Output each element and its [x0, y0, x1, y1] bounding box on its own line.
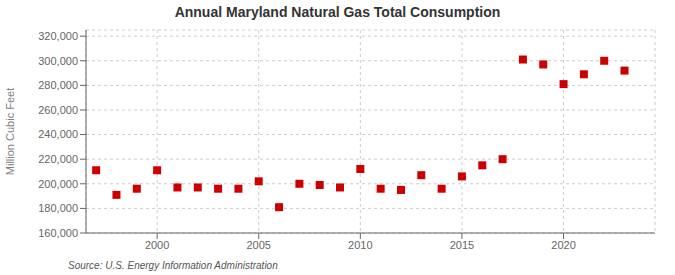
svg-text:200,000: 200,000	[38, 178, 78, 190]
svg-text:300,000: 300,000	[38, 55, 78, 67]
svg-text:2020: 2020	[551, 239, 575, 251]
svg-text:320,000: 320,000	[38, 30, 78, 42]
svg-text:Million Cubic Feet: Million Cubic Feet	[8, 88, 16, 175]
svg-text:240,000: 240,000	[38, 128, 78, 140]
svg-text:2015: 2015	[450, 239, 474, 251]
svg-text:2000: 2000	[145, 239, 169, 251]
svg-text:220,000: 220,000	[38, 153, 78, 165]
svg-text:2010: 2010	[348, 239, 372, 251]
html-text:Source: U.S. Energy Informatio: Source: U.S. Energy Information Administ…	[68, 260, 278, 271]
svg-text:260,000: 260,000	[38, 104, 78, 116]
html-text:Annual Maryland Natural Gas To: Annual Maryland Natural Gas Total Consum…	[174, 4, 501, 20]
svg-text:160,000: 160,000	[38, 227, 78, 239]
svg-text:280,000: 280,000	[38, 79, 78, 91]
svg-text:2005: 2005	[246, 239, 270, 251]
svg-text:180,000: 180,000	[38, 202, 78, 214]
